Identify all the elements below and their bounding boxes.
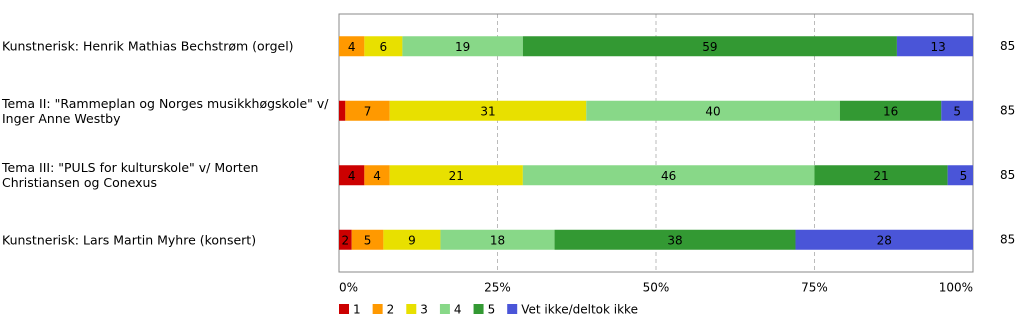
category-label: Tema II: "Rammeplan og Norges musikkhøgs… xyxy=(2,95,329,126)
value-label: 5 xyxy=(953,104,961,118)
value-label: 21 xyxy=(449,169,464,183)
value-label: 46 xyxy=(661,169,676,183)
bar-segment xyxy=(383,229,441,250)
legend-label: 5 xyxy=(488,303,496,317)
legend-label: 1 xyxy=(353,303,361,317)
bar-segment xyxy=(814,165,948,186)
value-label: 6 xyxy=(380,40,388,54)
bar-segment xyxy=(351,229,384,250)
n-label: 85 xyxy=(1000,103,1015,117)
legend-label: 4 xyxy=(454,303,462,317)
bar-segment xyxy=(522,165,815,186)
value-label: 9 xyxy=(408,233,416,247)
bar-segment xyxy=(947,165,973,186)
bar-segment xyxy=(896,36,973,57)
value-label: 4 xyxy=(348,169,356,183)
bar-segment xyxy=(345,100,390,121)
bar-segment xyxy=(339,36,365,57)
bar-segment xyxy=(364,165,390,186)
value-label: 2 xyxy=(342,233,350,247)
legend-swatch xyxy=(439,304,450,314)
n-label: 85 xyxy=(1000,232,1015,246)
x-tick-label: 75% xyxy=(801,281,828,295)
bar-segment xyxy=(941,100,973,121)
bars: 4 6 19 59 137 31 40 16 54 4 21 46 21 52 5 9 18 38 28 xyxy=(339,36,973,250)
bar-segment xyxy=(402,36,523,57)
value-label: 16 xyxy=(883,104,898,118)
x-tick-label: 25% xyxy=(484,281,511,295)
value-label: 40 xyxy=(705,104,720,118)
value-label: 28 xyxy=(877,233,892,247)
value-label: 13 xyxy=(930,40,945,54)
bar-segment xyxy=(389,165,523,186)
legend-swatch xyxy=(473,304,484,314)
n-label: 85 xyxy=(1000,39,1015,53)
value-label: 21 xyxy=(873,169,888,183)
x-tick-label: 100% xyxy=(939,281,973,295)
x-tick-label: 50% xyxy=(643,281,670,295)
value-label: 59 xyxy=(702,40,717,54)
plot-frame xyxy=(338,13,974,273)
legend-swatch xyxy=(406,304,417,314)
value-label: 4 xyxy=(348,40,356,54)
value-label: 31 xyxy=(480,104,495,118)
legend-label: 2 xyxy=(387,303,395,317)
legend-swatch xyxy=(339,304,349,314)
legend-label: Vet ikke/deltok ikke xyxy=(521,303,638,317)
bar-segment xyxy=(795,229,973,250)
category-label: Tema III: "PULS for kulturskole" v/ Mort… xyxy=(2,160,259,191)
bar-segment xyxy=(389,100,587,121)
value-label: 5 xyxy=(364,233,372,247)
bar-segment xyxy=(522,36,897,57)
bar-segment xyxy=(554,229,796,250)
value-label: 38 xyxy=(667,233,682,247)
legend-swatch xyxy=(372,304,383,314)
bar-segment xyxy=(839,100,942,121)
value-label: 5 xyxy=(960,169,968,183)
category-label: Kunstnerisk: Henrik Mathias Bechstrøm (o… xyxy=(2,38,294,54)
value-label: 4 xyxy=(373,169,381,183)
n-label: 85 xyxy=(1000,168,1015,182)
category-label: Kunstnerisk: Lars Martin Myhre (konsert) xyxy=(2,232,257,248)
bar-segment xyxy=(339,100,346,121)
value-label: 7 xyxy=(364,104,372,118)
legend-swatch xyxy=(507,304,518,314)
bar-segment xyxy=(440,229,555,250)
bar-segment xyxy=(586,100,840,121)
bar-segment xyxy=(339,165,365,186)
bar-segment xyxy=(364,36,403,57)
legend-label: 3 xyxy=(420,303,428,317)
bar-segment xyxy=(339,229,352,250)
x-tick-label: 0% xyxy=(339,281,358,295)
value-label: 19 xyxy=(455,40,470,54)
value-label: 18 xyxy=(490,233,505,247)
